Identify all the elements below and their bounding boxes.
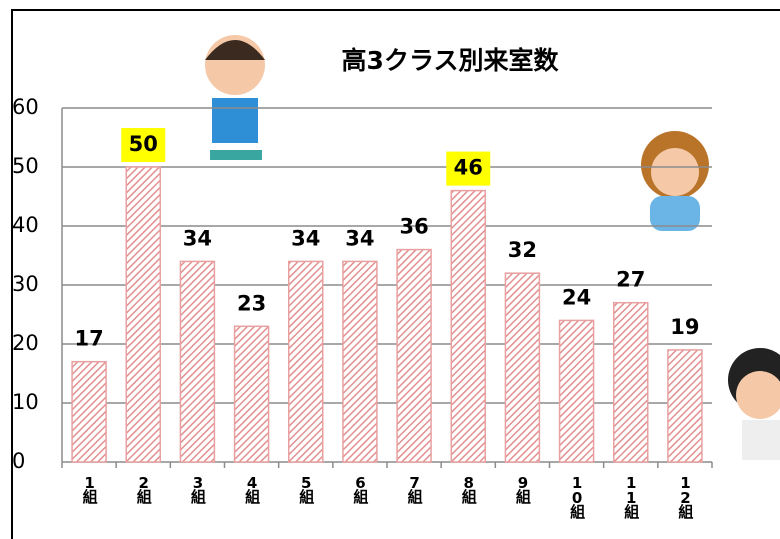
value-label: 32: [508, 238, 537, 262]
x-tick-label: 10組: [568, 474, 586, 519]
value-label: 46: [454, 156, 483, 180]
x-tick-label: 12組: [676, 474, 694, 519]
y-tick-label: 10: [12, 390, 39, 414]
y-tick-label: 20: [12, 331, 39, 355]
y-tick-label: 60: [12, 95, 39, 119]
value-label: 23: [237, 291, 266, 315]
bar: [505, 273, 539, 462]
value-label: 36: [399, 215, 428, 239]
bar: [72, 362, 106, 462]
bar: [289, 261, 323, 462]
bar: [614, 303, 648, 462]
bar: [560, 320, 594, 462]
x-tick-label: 2組: [135, 474, 153, 504]
bar: [668, 350, 702, 462]
y-tick-label: 40: [12, 213, 39, 237]
x-tick-label: 5組: [297, 474, 315, 504]
value-label: 24: [562, 285, 591, 309]
value-label: 34: [291, 226, 320, 250]
bar: [235, 326, 269, 462]
bar: [180, 261, 214, 462]
page: 高3クラス別来室数 0 10 20 30 40 50 60 1組 17 2組 50 3組 34 4組 23 5…: [0, 0, 780, 539]
bar: [343, 261, 377, 462]
x-tick-label: 6組: [351, 474, 369, 504]
x-tick-label: 9組: [514, 474, 532, 504]
bar: [397, 250, 431, 462]
chart-title: 高3クラス別来室数: [342, 46, 560, 75]
chart: 高3クラス別来室数 0 10 20 30 40 50 60 1組 17 2組 50 3組 34 4組 23 5…: [0, 0, 780, 539]
bar: [126, 167, 160, 462]
value-label: 19: [670, 315, 699, 339]
x-tick-label: 11組: [622, 474, 640, 519]
value-label: 27: [616, 268, 645, 292]
x-tick-label: 7組: [406, 474, 424, 504]
y-tick-label: 0: [12, 449, 25, 473]
bar: [451, 191, 485, 462]
value-label: 34: [183, 226, 212, 250]
y-tick-label: 50: [12, 154, 39, 178]
x-tick-label: 3組: [189, 474, 207, 504]
value-label: 17: [74, 327, 103, 351]
y-tick-label: 30: [12, 272, 39, 296]
value-label: 34: [345, 226, 374, 250]
value-label: 50: [129, 132, 158, 156]
x-tick-label: 1組: [81, 474, 99, 504]
x-tick-label: 4組: [243, 474, 261, 504]
x-tick-label: 8組: [460, 474, 478, 504]
